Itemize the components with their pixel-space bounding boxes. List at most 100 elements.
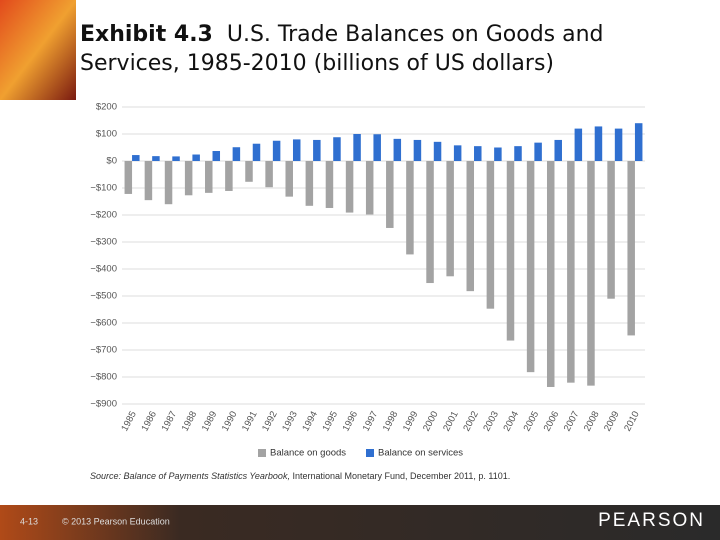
y-tick-label: $100 (96, 129, 117, 140)
y-tick-label: −$900 (90, 399, 117, 410)
brand: PEARSON (598, 510, 705, 531)
bar (534, 142, 542, 161)
y-tick-label: $200 (96, 102, 117, 113)
bar (225, 161, 233, 191)
bar (486, 161, 495, 309)
bar (614, 128, 623, 161)
x-tick-label: 1987 (160, 409, 180, 433)
source: Source: Balance of Payments Statistics Y… (90, 471, 510, 481)
bar (446, 161, 454, 277)
bar (594, 126, 603, 161)
bar (406, 161, 414, 255)
x-tick-label: 1989 (200, 409, 220, 433)
bar (546, 161, 555, 387)
bar (292, 139, 301, 161)
y-tick-label: −$500 (90, 291, 117, 302)
bar (333, 137, 341, 161)
x-tick-label: 2007 (562, 409, 582, 433)
bar (305, 161, 314, 206)
x-tick-label: 1999 (401, 409, 421, 433)
x-tick-label: 2008 (582, 409, 602, 433)
x-tick-label: 2003 (481, 409, 501, 433)
x-tick-label: 2002 (461, 409, 481, 433)
x-tick-label: 1995 (320, 409, 340, 433)
bar (494, 147, 502, 161)
x-tick-label: 2006 (542, 409, 562, 433)
x-tick-label: 2000 (421, 409, 441, 433)
bar (184, 161, 193, 196)
bar (634, 123, 643, 161)
book-cover (0, 0, 76, 100)
x-tick-label: 1998 (381, 409, 401, 433)
bar (607, 161, 615, 299)
y-tick-label: −$300 (90, 237, 117, 248)
bar (272, 140, 281, 161)
bar (474, 146, 482, 161)
x-tick-label: 1997 (361, 409, 381, 433)
bar (164, 161, 173, 205)
x-tick-label: 2004 (501, 409, 521, 433)
page-number: 4-13 (20, 516, 38, 526)
bar (627, 161, 635, 336)
bar (466, 161, 475, 292)
x-tick-label: 1986 (139, 409, 159, 433)
bar (144, 161, 153, 201)
legend-swatch (366, 449, 374, 457)
bar (232, 147, 241, 161)
x-tick-label: 1993 (280, 409, 300, 433)
x-tick-label: 1992 (260, 409, 280, 433)
bar (152, 156, 160, 161)
y-tick-label: −$100 (90, 183, 117, 194)
bar (393, 138, 402, 161)
y-tick-label: −$800 (90, 372, 117, 383)
bar (386, 161, 394, 228)
legend-label: Balance on goods (270, 448, 346, 459)
x-tick-label: 1994 (300, 409, 320, 433)
legend-label: Balance on services (378, 448, 463, 459)
footer-bar (0, 505, 720, 540)
title-bold: Exhibit 4.3 (80, 22, 213, 47)
bar (506, 161, 515, 341)
bar (526, 161, 535, 373)
bar (325, 161, 334, 208)
y-tick-label: −$600 (90, 318, 117, 329)
bar (574, 128, 583, 161)
legend-swatch (258, 449, 266, 457)
bar (554, 139, 562, 161)
x-tick-label: 1991 (240, 409, 260, 433)
bar (587, 161, 595, 386)
x-tick-label: 1990 (220, 409, 240, 433)
bar (345, 161, 354, 213)
source-rest: International Monetary Fund, December 20… (292, 471, 510, 481)
bar (124, 161, 133, 194)
y-tick-label: −$200 (90, 210, 117, 221)
bar (433, 141, 442, 161)
x-tick-label: 1988 (180, 409, 200, 433)
bar (205, 161, 213, 193)
x-tick-label: 2001 (441, 409, 461, 433)
bar (365, 161, 374, 215)
bar (413, 139, 422, 161)
bar (313, 139, 321, 161)
bar (212, 151, 221, 161)
bar (426, 161, 434, 284)
bar (453, 145, 462, 161)
x-tick-label: 2005 (522, 409, 542, 433)
bar (514, 146, 522, 161)
bar (567, 161, 575, 383)
bar (172, 156, 180, 161)
x-tick-label: 2010 (622, 409, 642, 433)
bar (373, 134, 381, 161)
bar (285, 161, 293, 197)
y-tick-label: −$400 (90, 264, 117, 275)
title-text: U.S. Trade Balances on Goods and Service… (80, 22, 604, 76)
y-tick-label: −$700 (90, 345, 117, 356)
bar (353, 134, 361, 161)
x-tick-label: 2009 (602, 409, 622, 433)
bar (252, 143, 261, 161)
title: Exhibit 4.3 U.S. Trade Balances on Goods… (80, 20, 680, 78)
bar (192, 154, 200, 161)
bar (245, 161, 253, 182)
